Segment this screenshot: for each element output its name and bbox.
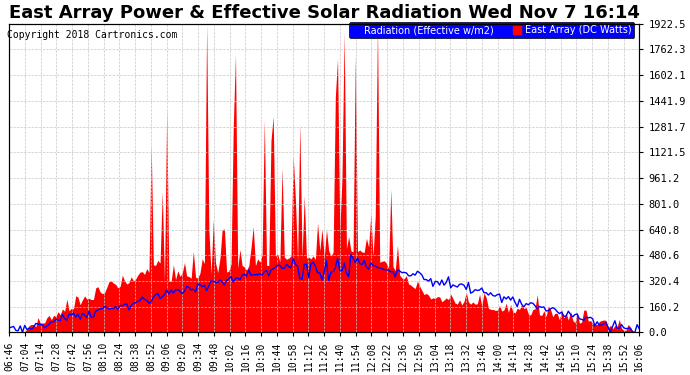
Title: East Array Power & Effective Solar Radiation Wed Nov 7 16:14: East Array Power & Effective Solar Radia… bbox=[9, 4, 640, 22]
Legend: Radiation (Effective w/m2), East Array (DC Watts): Radiation (Effective w/m2), East Array (… bbox=[349, 22, 634, 38]
Text: Copyright 2018 Cartronics.com: Copyright 2018 Cartronics.com bbox=[7, 30, 177, 39]
